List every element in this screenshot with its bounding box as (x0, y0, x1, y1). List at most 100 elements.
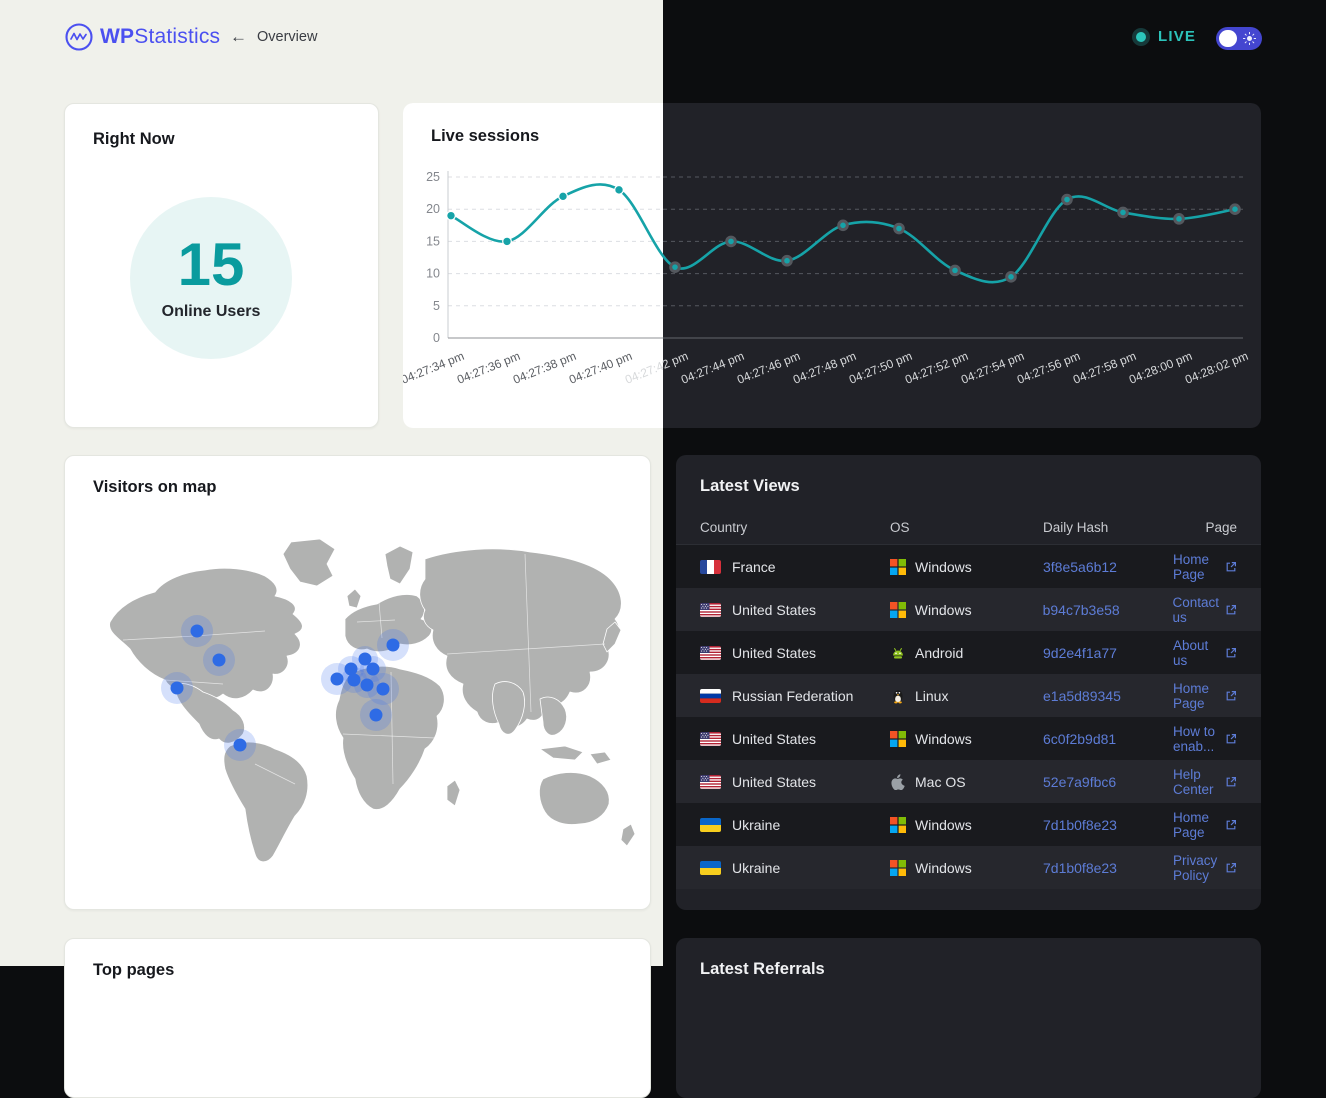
table-row: Russian Federation Linux e1a5d89345 Home Pa… (676, 674, 1261, 717)
page-link[interactable]: Contact us (1172, 594, 1219, 625)
live-sessions-title: Live sessions (431, 127, 540, 145)
external-link-icon (1225, 561, 1237, 573)
external-link-icon (1225, 776, 1237, 788)
sessions-card-dark-half (663, 103, 1261, 428)
table-row: United States Android 9d2e4f1a77 About us (676, 631, 1261, 674)
visitor-dot (344, 662, 358, 676)
daily-hash-link[interactable]: 6c0f2b9d81 (1043, 730, 1117, 747)
ukraine-flag-icon (700, 860, 721, 875)
external-link-icon (1225, 733, 1237, 745)
os-cell: Windows (890, 859, 1043, 876)
page-cell: Home Page (1173, 681, 1237, 711)
android-icon (890, 645, 906, 661)
page-link[interactable]: Home Page (1173, 551, 1210, 582)
svg-text:04:27:42 pm: 04:27:42 pm (623, 349, 690, 387)
country-cell: United States (700, 645, 890, 661)
country-cell: United States (700, 731, 890, 747)
os-label: Android (915, 644, 964, 661)
right-now-card: Right Now 15 Online Users (64, 103, 379, 428)
live-sessions-card: Live sessions 0 5 10 15 20 25 04:27:34 pm 04:27… (403, 103, 1261, 428)
daily-hash-link[interactable]: 7d1b0f8e23 (1043, 816, 1117, 833)
visitor-dot (233, 738, 247, 752)
os-label: Windows (914, 601, 972, 618)
page-link[interactable]: About us (1173, 637, 1209, 668)
visitor-dot (347, 673, 361, 687)
os-cell: Linux (890, 688, 1043, 704)
latest-referrals-title: Latest Referrals (700, 960, 825, 978)
us-flag-icon (700, 731, 721, 746)
daily-hash-cell: 3f8e5a6b12 (1043, 559, 1173, 575)
table-body: France Windows 3f8e5a6b12 Home Page United S… (676, 545, 1261, 889)
page-cell: Home Page (1173, 810, 1237, 840)
page-link[interactable]: How to enab... (1173, 723, 1216, 754)
svg-text:04:27:36 pm: 04:27:36 pm (455, 349, 522, 387)
country-label: United States (732, 730, 817, 747)
os-cell: Windows (890, 816, 1043, 833)
back-to-overview[interactable]: ← Overview (230, 28, 317, 45)
back-arrow-icon: ← (230, 27, 247, 46)
page-cell: How to enab... (1173, 724, 1237, 754)
daily-hash-cell: e1a5d89345 (1043, 688, 1173, 704)
table-row: Ukraine Windows 7d1b0f8e23 Home Page (676, 803, 1261, 846)
svg-text:04:27:56 pm: 04:27:56 pm (1015, 349, 1082, 387)
daily-hash-link[interactable]: 52e7a9fbc6 (1043, 773, 1117, 790)
svg-text:04:28:02 pm: 04:28:02 pm (1183, 349, 1250, 387)
logo-text: WPStatistics (100, 25, 221, 48)
page-cell: About us (1173, 638, 1237, 668)
visitor-dot (366, 662, 380, 676)
os-label: Windows (915, 558, 972, 575)
live-label: LIVE (1158, 28, 1197, 45)
russia-flag-icon (700, 688, 721, 703)
page-link[interactable]: Help Center (1173, 766, 1214, 797)
column-header-page: Page (1205, 520, 1237, 535)
daily-hash-cell: 7d1b0f8e23 (1043, 817, 1173, 833)
online-users-label: Online Users (161, 303, 261, 320)
country-cell: United States (700, 774, 890, 790)
latest-views-card: Latest Views Country OS Daily Hash Page … (676, 455, 1261, 910)
daily-hash-cell: 7d1b0f8e23 (1043, 860, 1173, 876)
linux-icon (890, 688, 906, 704)
os-label: Windows (915, 816, 972, 833)
external-link-icon (1225, 819, 1237, 831)
table-row: Ukraine Windows 7d1b0f8e23 Privacy Policy (676, 846, 1261, 889)
country-cell: France (700, 559, 890, 575)
visitor-dot (190, 624, 204, 638)
daily-hash-link[interactable]: 7d1b0f8e23 (1043, 859, 1117, 876)
windows-icon (890, 558, 906, 575)
daily-hash-link[interactable]: 3f8e5a6b12 (1043, 558, 1117, 575)
page-cell: Contact us (1172, 595, 1237, 625)
sessions-card-light-half (403, 103, 663, 428)
external-link-icon (1225, 604, 1237, 616)
daily-hash-link[interactable]: e1a5d89345 (1043, 687, 1121, 704)
svg-text:04:27:46 pm: 04:27:46 pm (735, 349, 802, 387)
svg-text:04:27:54 pm: 04:27:54 pm (959, 349, 1026, 387)
country-label: Russian Federation (732, 687, 854, 704)
visitor-dot (212, 653, 226, 667)
daily-hash-link[interactable]: b94c7b3e58 (1042, 601, 1120, 618)
os-label: Mac OS (915, 773, 966, 790)
svg-text:15: 15 (426, 234, 440, 248)
table-row: United States Windows 6c0f2b9d81 How to ena… (676, 717, 1261, 760)
column-header-country: Country (700, 520, 748, 535)
os-cell: Windows (890, 730, 1043, 747)
page-link[interactable]: Privacy Policy (1173, 852, 1218, 883)
page-link[interactable]: Home Page (1173, 809, 1210, 840)
sun-icon (1243, 32, 1256, 45)
daily-hash-link[interactable]: 9d2e4f1a77 (1043, 644, 1117, 661)
svg-text:20: 20 (426, 202, 440, 216)
right-now-title: Right Now (93, 130, 175, 148)
country-cell: Ukraine (700, 817, 890, 833)
us-flag-icon (700, 774, 721, 789)
online-users-circle: 15 Online Users (130, 197, 292, 359)
os-cell: Android (890, 645, 1043, 661)
windows-icon (890, 859, 906, 876)
macos-icon (890, 773, 906, 790)
svg-text:04:27:40 pm: 04:27:40 pm (567, 349, 634, 387)
visitor-dot (386, 638, 400, 652)
wp-statistics-logo[interactable]: WPStatistics (64, 22, 220, 52)
theme-toggle[interactable] (1216, 27, 1262, 50)
us-flag-icon (700, 645, 721, 660)
page-link[interactable]: Home Page (1173, 680, 1210, 711)
os-label: Windows (915, 730, 972, 747)
